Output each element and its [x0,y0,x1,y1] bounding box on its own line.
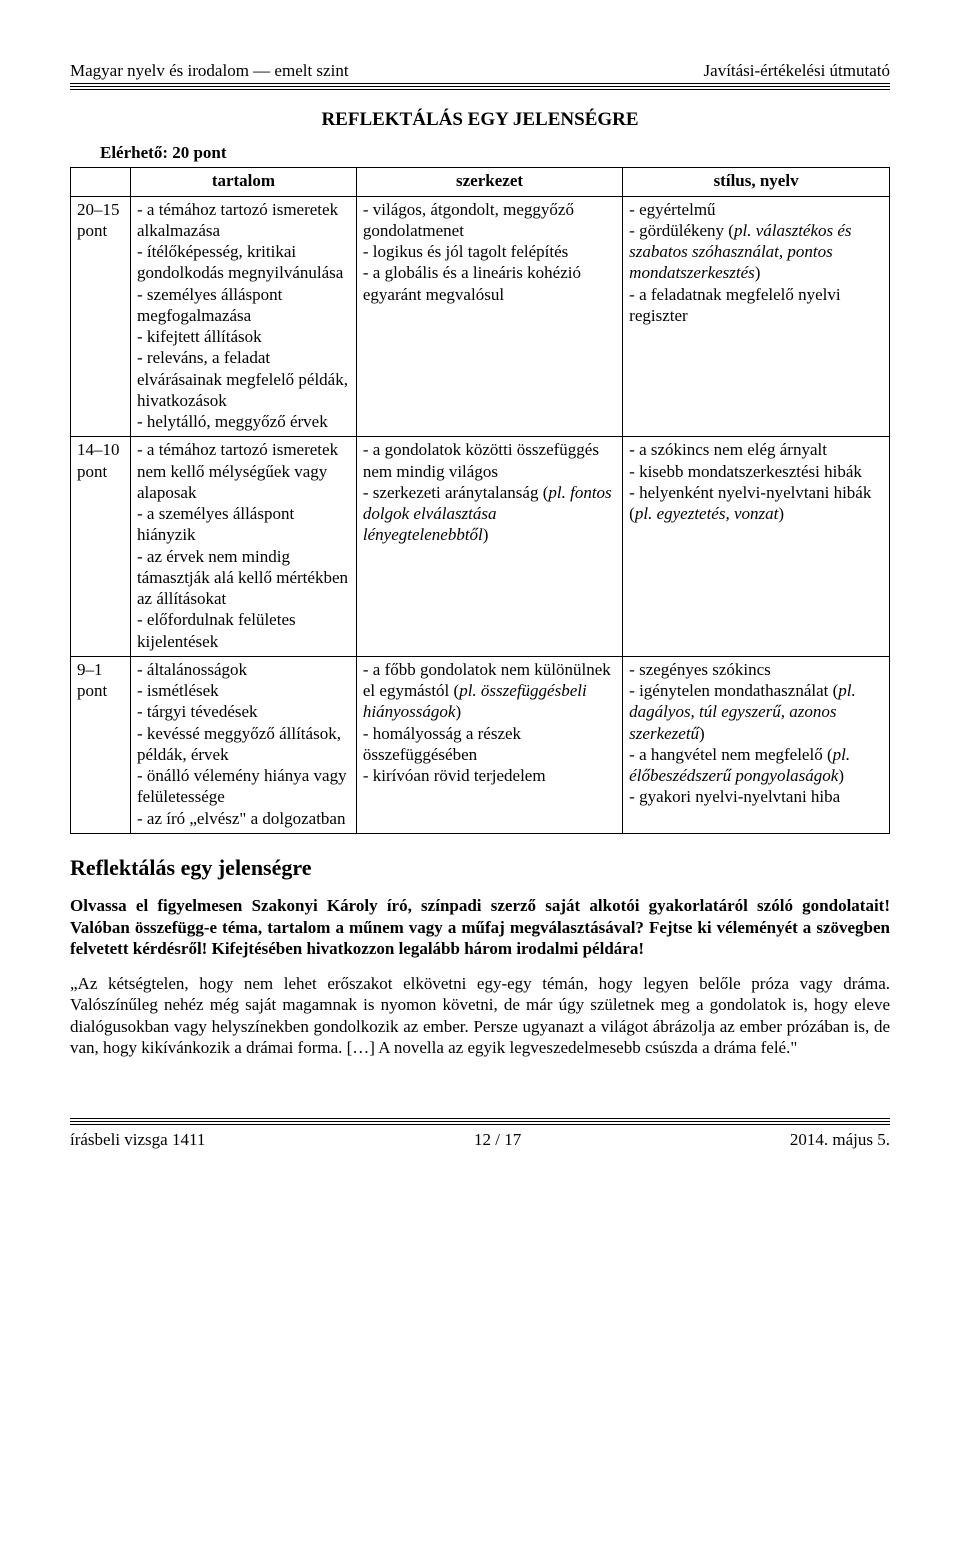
band-label: 9–1 pont [71,656,131,833]
rubric-table: tartalom szerkezet stílus, nyelv 20–15 p… [70,167,890,834]
cell-content: - a témához tartozó ismeretek alkalmazás… [131,196,357,437]
band-label: 14–10 pont [71,437,131,657]
table-row: 20–15 pont - a témához tartozó ismeretek… [71,196,890,437]
points-available: Elérhető: 20 pont [100,142,890,163]
footer-right: 2014. május 5. [790,1129,890,1150]
quoted-passage: „Az kétségtelen, hogy nem lehet erőszako… [70,973,890,1058]
task-instructions: Olvassa el figyelmesen Szakonyi Károly í… [70,895,890,959]
cell-content: - általánosságok - ismétlések - tárgyi t… [131,656,357,833]
header-left: Magyar nyelv és irodalom — emelt szint [70,60,349,81]
col-band [71,168,131,196]
cell-style: - egyértelmű - gördülékeny (pl. választé… [623,196,890,437]
table-header-row: tartalom szerkezet stílus, nyelv [71,168,890,196]
footer-center: 12 / 17 [474,1129,521,1150]
footer-rule [70,1118,890,1125]
col-style: stílus, nyelv [623,168,890,196]
header-right: Javítási-értékelési útmutató [704,60,890,81]
cell-style: - a szókincs nem elég árnyalt - kisebb m… [623,437,890,657]
cell-content: - a témához tartozó ismeretek nem kellő … [131,437,357,657]
document-title: REFLEKTÁLÁS EGY JELENSÉGRE [70,108,890,132]
col-structure: szerkezet [356,168,622,196]
header-rule [70,83,890,90]
cell-structure: - világos, átgondolt, meggyőző gondolatm… [356,196,622,437]
col-content: tartalom [131,168,357,196]
band-label: 20–15 pont [71,196,131,437]
footer-left: írásbeli vizsga 1411 [70,1129,205,1150]
cell-structure: - a gondolatok közötti összefüggés nem m… [356,437,622,657]
task-heading: Reflektálás egy jelenségre [70,854,890,882]
table-row: 14–10 pont - a témához tartozó ismeretek… [71,437,890,657]
page-footer: írásbeli vizsga 1411 12 / 17 2014. május… [70,1118,890,1150]
table-row: 9–1 pont - általánosságok - ismétlések -… [71,656,890,833]
cell-structure: - a főbb gondolatok nem különülnek el eg… [356,656,622,833]
cell-style: - szegényes szókincs - igénytelen mondat… [623,656,890,833]
page-header: Magyar nyelv és irodalom — emelt szint J… [70,60,890,81]
